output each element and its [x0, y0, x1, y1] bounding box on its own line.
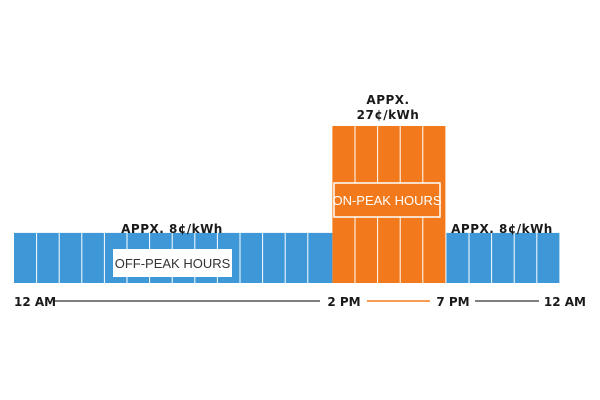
on-peak-price-label-line2: 27¢/kWh: [357, 108, 420, 122]
time-label-7pm: 7 PM: [436, 295, 469, 309]
off-peak-label-box: [113, 249, 232, 277]
evening-off-peak-price-label: APPX. 8¢/kWh: [451, 222, 553, 236]
on-peak-price-label-line1: APPX.: [366, 93, 409, 107]
time-label-12am-end: 12 AM: [544, 295, 586, 309]
on-peak-hours-label: ON-PEAK HOURS: [332, 193, 441, 208]
on-peak-label-box: [333, 182, 441, 218]
off-peak-price-label: APPX. 8¢/kWh: [121, 222, 223, 236]
time-label-2pm: 2 PM: [327, 295, 360, 309]
rate-bars: [14, 126, 560, 283]
off-peak-hours-label: OFF-PEAK HOURS: [115, 256, 231, 271]
timeline: 12 AM 2 PM 7 PM 12 AM: [14, 295, 586, 309]
off-peak-evening-bar: [446, 232, 560, 283]
time-label-12am-start: 12 AM: [14, 295, 56, 309]
